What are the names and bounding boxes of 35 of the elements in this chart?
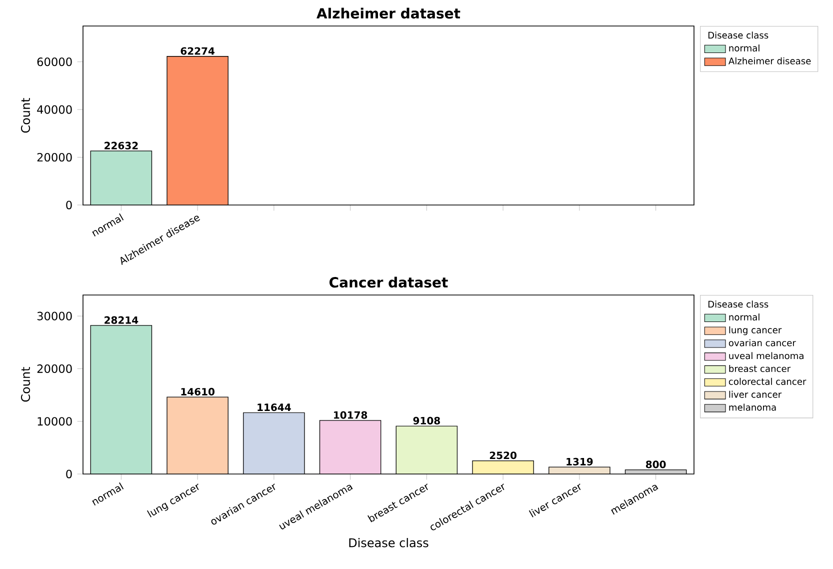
data-label: 800 [646,460,666,468]
y-tick-label: 0 [66,200,72,210]
y-axis-title: Count [20,366,30,402]
legend-label: Alzheimer disease [728,57,811,64]
legend-label: breast cancer [729,365,791,372]
y-tick-label: 60000 [37,58,72,66]
data-label: 22632 [104,142,138,150]
chart-title: Alzheimer dataset [316,8,460,19]
legend-label: colorectal cancer [728,378,806,385]
x-axis-title: Disease class [349,538,428,548]
legend-label: liver cancer [729,390,782,398]
data-label: 10178 [334,411,368,419]
data-label: 2520 [490,452,516,460]
y-tick-label: 40000 [37,105,72,114]
legend-label: ovarian cancer [728,339,796,346]
y-tick-label: 20000 [37,152,72,162]
legend-label: melanoma [729,404,776,411]
data-label: 28214 [104,316,138,324]
legend-label: lung cancer [729,326,782,336]
y-axis-title: Count [20,98,30,133]
chart-title: Cancer dataset [329,276,448,288]
data-label: 1319 [566,458,593,466]
y-tick-label: 10000 [38,417,72,426]
legend-title: Disease class [708,300,768,308]
legend-label: uveal melanoma [729,352,804,360]
data-label: 9108 [413,416,440,424]
y-tick-label: 30000 [37,312,72,320]
legend-label: normal [729,44,760,52]
legend-label: normal [729,313,760,321]
legend-title: Disease class [708,32,768,39]
data-label: 11644 [258,404,291,412]
y-tick-label: 20000 [37,364,72,373]
data-label: 14610 [181,388,214,396]
data-label: 62274 [180,47,215,55]
y-tick-label: 0 [66,470,72,478]
